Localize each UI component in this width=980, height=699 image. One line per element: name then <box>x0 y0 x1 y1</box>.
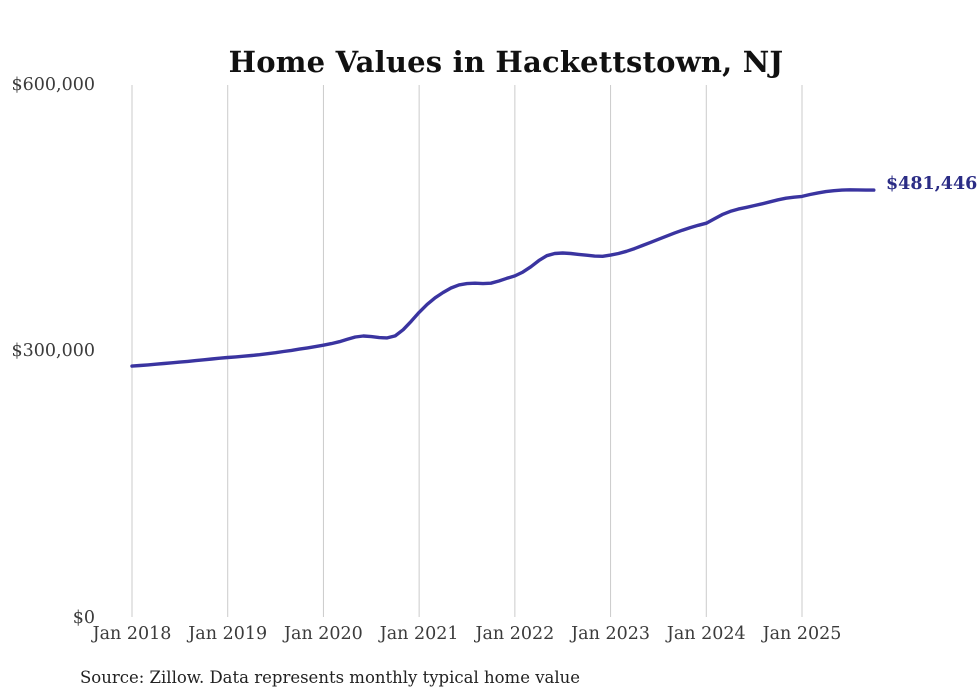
end-value-label: $481,446 <box>886 174 978 194</box>
source-note: Source: Zillow. Data represents monthly … <box>80 668 581 687</box>
x-tick-label: Jan 2018 <box>91 624 172 644</box>
y-tick-label-0: $0 <box>72 608 95 628</box>
home-value-line <box>130 188 876 368</box>
x-tick-label: Jan 2021 <box>378 624 459 644</box>
x-tick-label: Jan 2024 <box>665 624 746 644</box>
y-tick-label-600000: $600,000 <box>11 75 95 95</box>
chart-title: Home Values in Hackettstown, NJ <box>228 45 784 80</box>
x-tick-label: Jan 2022 <box>473 624 554 644</box>
y-tick-label-300000: $300,000 <box>11 341 95 361</box>
x-tick-label: Jan 2025 <box>761 624 842 644</box>
x-tick-label: Jan 2023 <box>569 624 650 644</box>
x-tick-label: Jan 2020 <box>282 624 363 644</box>
x-tick-label: Jan 2019 <box>186 624 267 644</box>
